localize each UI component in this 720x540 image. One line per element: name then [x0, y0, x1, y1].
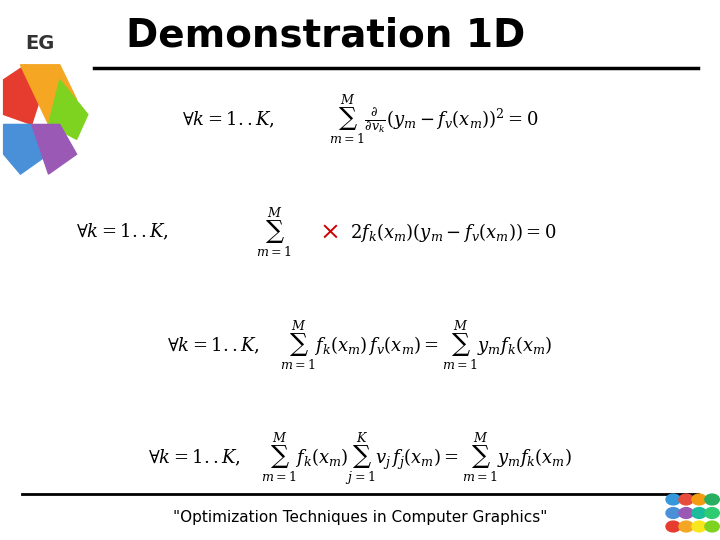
Text: $\forall k = 1..K, \qquad\quad \sum_{m=1}^{M} \frac{\partial}{\partial v_k}(y_m : $\forall k = 1..K, \qquad\quad \sum_{m=1… — [181, 92, 539, 146]
Text: "Optimization Techniques in Computer Graphics": "Optimization Techniques in Computer Gra… — [173, 510, 547, 525]
Text: $\forall k = 1..K,$: $\forall k = 1..K,$ — [76, 222, 168, 242]
Text: $\forall k = 1..K, \quad \sum_{m=1}^{M} f_k(x_m) \sum_{j=1}^{K} v_j\, f_j(x_m) =: $\forall k = 1..K, \quad \sum_{m=1}^{M} … — [148, 430, 572, 488]
Circle shape — [666, 521, 680, 532]
Circle shape — [705, 521, 719, 532]
Text: Strasbourg 2014: Strasbourg 2014 — [23, 58, 64, 64]
Text: $\forall k = 1..K, \quad \sum_{m=1}^{M} f_k(x_m)\, f_v(x_m) = \sum_{m=1}^{M} y_m: $\forall k = 1..K, \quad \sum_{m=1}^{M} … — [167, 319, 553, 373]
Text: $\sum_{m=1}^{M}$: $\sum_{m=1}^{M}$ — [256, 205, 292, 259]
Circle shape — [692, 521, 706, 532]
Text: EG: EG — [25, 33, 54, 53]
Circle shape — [679, 494, 693, 505]
Text: $2f_k(x_m)(y_m - f_v(x_m)) = 0$: $2f_k(x_m)(y_m - f_v(x_m)) = 0$ — [351, 221, 557, 244]
Circle shape — [666, 494, 680, 505]
Text: $\times$: $\times$ — [318, 220, 338, 244]
Polygon shape — [32, 124, 76, 174]
Polygon shape — [20, 65, 76, 124]
Circle shape — [679, 521, 693, 532]
Circle shape — [679, 508, 693, 518]
Polygon shape — [4, 124, 48, 174]
FancyBboxPatch shape — [12, 26, 66, 61]
Text: Demonstration 1D: Demonstration 1D — [126, 16, 526, 54]
Circle shape — [692, 494, 706, 505]
Circle shape — [692, 508, 706, 518]
Circle shape — [666, 508, 680, 518]
Circle shape — [705, 508, 719, 518]
Circle shape — [705, 494, 719, 505]
Polygon shape — [48, 80, 88, 139]
Polygon shape — [4, 65, 43, 124]
